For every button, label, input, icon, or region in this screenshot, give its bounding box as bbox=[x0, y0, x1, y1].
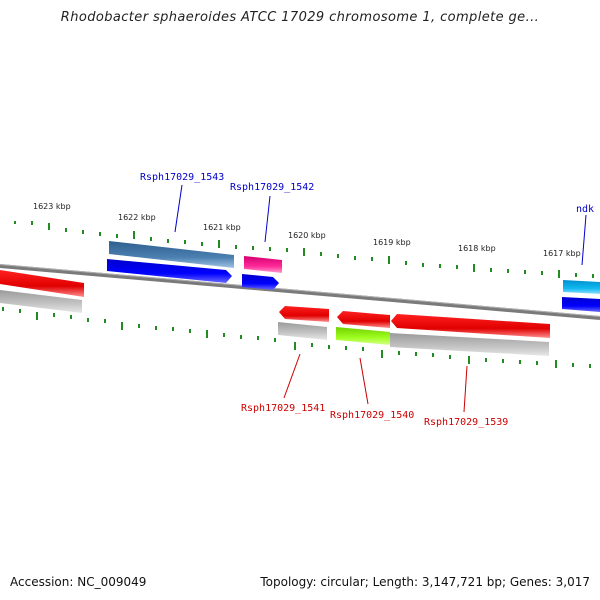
map-title: Rhodobacter sphaeroides ATCC 17029 chrom… bbox=[60, 10, 540, 25]
topology-label: Topology: circular; Length: 3,147,721 bp… bbox=[260, 575, 590, 589]
leader-line bbox=[264, 195, 271, 243]
gene-rsph17029-1543-gray-box[interactable] bbox=[109, 241, 234, 268]
gene-ndk-arrow[interactable] bbox=[562, 297, 600, 312]
leader-line bbox=[463, 365, 468, 413]
gene-label-rsph17029-1539[interactable]: Rsph17029_1539 bbox=[424, 417, 508, 428]
gene-rsph17029-1542-box[interactable] bbox=[244, 256, 282, 273]
scale-label: 1622 kbp bbox=[118, 213, 156, 222]
gene-rsph17029-1542-arrow[interactable] bbox=[242, 274, 279, 290]
gene-rsph17029-1540-box[interactable] bbox=[336, 327, 390, 345]
gene-rsph17029-1543-arrow[interactable] bbox=[107, 259, 232, 283]
gene-label-rsph17029-1543[interactable]: Rsph17029_1543 bbox=[140, 172, 224, 183]
gene-feature-red[interactable] bbox=[0, 270, 84, 297]
scale-ticks-lower bbox=[2, 307, 591, 368]
scale-label: 1618 kbp bbox=[458, 244, 496, 253]
gene-rsph17029-1540-arrow[interactable] bbox=[337, 311, 390, 328]
leader-line bbox=[581, 214, 587, 266]
gene-label-rsph17029-1540[interactable]: Rsph17029_1540 bbox=[330, 410, 414, 421]
gene-ndk-box[interactable] bbox=[563, 280, 600, 294]
gene-rsph17029-1541-box[interactable] bbox=[278, 322, 327, 340]
leader-line bbox=[283, 353, 301, 399]
gene-rsph17029-1539-arrow[interactable] bbox=[391, 314, 550, 338]
scale-label: 1621 kbp bbox=[203, 223, 241, 232]
accession-label: Accession: NC_009049 bbox=[10, 575, 147, 589]
scale-label: 1623 kbp bbox=[33, 202, 71, 211]
scale-label: 1620 kbp bbox=[288, 231, 326, 240]
gene-rsph17029-1541-arrow[interactable] bbox=[279, 306, 329, 322]
gene-rsph17029-1539-box[interactable] bbox=[390, 333, 549, 356]
leader-line bbox=[174, 184, 183, 233]
leader-line bbox=[359, 357, 369, 405]
gene-label-rsph17029-1541[interactable]: Rsph17029_1541 bbox=[241, 403, 325, 414]
chromosome-backbone bbox=[0, 264, 600, 320]
gene-label-rsph17029-1542[interactable]: Rsph17029_1542 bbox=[230, 182, 314, 193]
scale-label: 1619 kbp bbox=[373, 238, 411, 247]
scale-ticks-upper bbox=[14, 221, 594, 278]
gene-feature-gray[interactable] bbox=[0, 290, 82, 313]
chromosome-backbone-highlight bbox=[0, 264, 600, 317]
gene-label-ndk[interactable]: ndk bbox=[576, 204, 594, 215]
scale-label: 1617 kbp bbox=[543, 249, 581, 258]
